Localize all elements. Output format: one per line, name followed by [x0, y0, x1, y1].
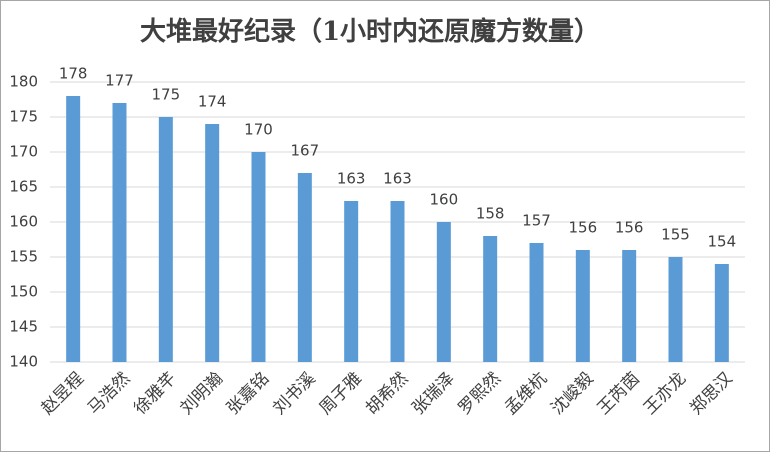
y-tick-label: 140: [9, 353, 38, 371]
bar: [483, 236, 498, 362]
data-label: 163: [337, 170, 366, 188]
data-label: 163: [383, 170, 412, 188]
bar: [668, 257, 683, 362]
bar: [575, 250, 590, 362]
data-label: 178: [59, 65, 88, 83]
bar: [714, 264, 729, 362]
y-tick-label: 180: [9, 73, 38, 91]
data-label: 174: [198, 93, 227, 111]
bar: [390, 201, 405, 362]
data-label: 154: [708, 233, 737, 251]
bar: [622, 250, 637, 362]
data-label: 175: [152, 86, 181, 104]
data-label: 155: [661, 226, 690, 244]
data-label: 157: [522, 212, 551, 230]
chart-title: 大堆最好纪录（1小时内还原魔方数量）: [140, 16, 600, 47]
bar: [205, 124, 220, 362]
bar: [297, 173, 312, 362]
data-label: 167: [291, 142, 320, 160]
data-label: 156: [615, 219, 644, 237]
data-label: 160: [430, 191, 459, 209]
y-tick-label: 165: [9, 178, 38, 196]
bar: [436, 222, 451, 362]
y-tick-label: 170: [9, 143, 38, 161]
bar: [158, 117, 173, 362]
data-label: 156: [569, 219, 598, 237]
bar: [344, 201, 359, 362]
y-tick-label: 160: [9, 213, 38, 231]
bar: [112, 103, 127, 362]
bar: [251, 152, 266, 362]
data-label: 170: [244, 121, 273, 139]
y-tick-label: 175: [9, 108, 38, 126]
y-tick-label: 145: [9, 318, 38, 336]
y-tick-label: 150: [9, 283, 38, 301]
bar: [66, 96, 81, 362]
y-tick-label: 155: [9, 248, 38, 266]
data-label: 158: [476, 205, 505, 223]
bar: [529, 243, 544, 362]
data-label: 177: [105, 72, 134, 90]
